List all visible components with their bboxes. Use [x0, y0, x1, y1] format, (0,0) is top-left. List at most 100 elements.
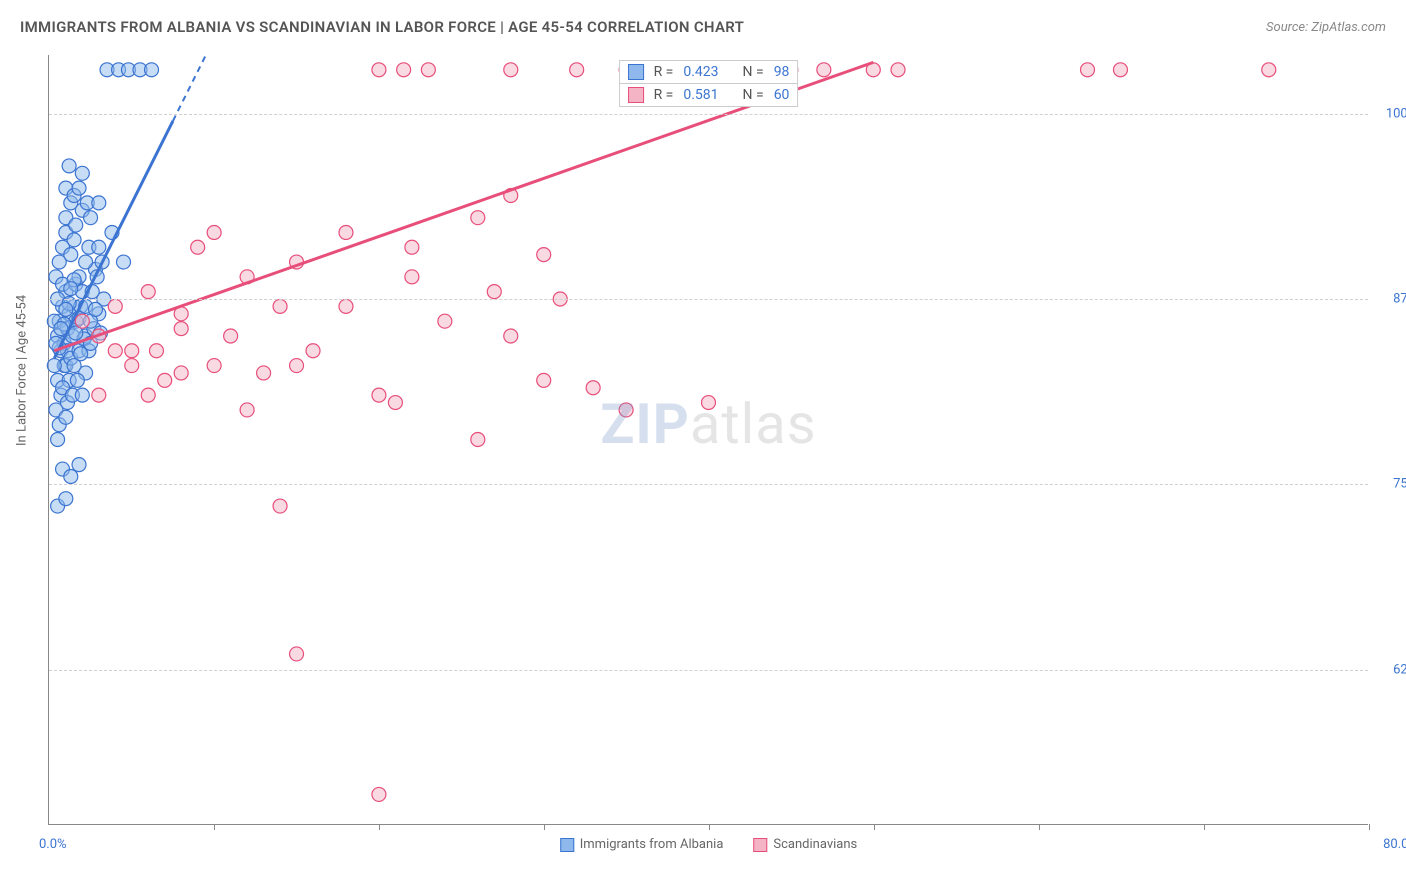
data-point: [174, 366, 188, 380]
data-point: [586, 381, 600, 395]
data-point: [59, 410, 73, 424]
data-point: [405, 270, 419, 284]
series-swatch: [628, 64, 644, 80]
x-tick: [379, 824, 380, 830]
data-point: [79, 255, 93, 269]
data-point: [372, 63, 386, 77]
stats-r-label: R =: [654, 87, 674, 103]
data-point: [158, 373, 172, 387]
data-point: [141, 285, 155, 299]
data-point: [306, 344, 320, 358]
stats-r-value: 0.581: [683, 87, 718, 103]
scatter-svg: [49, 55, 1368, 824]
data-point: [471, 211, 485, 225]
gridline-h: [49, 299, 1368, 300]
data-point: [92, 388, 106, 402]
data-point: [372, 787, 386, 801]
legend-swatch: [560, 838, 574, 852]
data-point: [75, 388, 89, 402]
x-tick: [214, 824, 215, 830]
x-max-label: 80.0%: [1383, 837, 1406, 852]
stats-n-value: 60: [774, 87, 790, 103]
x-tick: [874, 824, 875, 830]
gridline-h: [49, 670, 1368, 671]
legend-swatch: [753, 838, 767, 852]
legend-label: Immigrants from Albania: [580, 837, 724, 852]
data-point: [240, 403, 254, 417]
y-axis-title: In Labor Force | Age 45-54: [15, 295, 30, 446]
data-point: [504, 63, 518, 77]
legend-item: Immigrants from Albania: [560, 837, 724, 852]
y-tick-label: 100.0%: [1373, 107, 1406, 122]
x-tick: [1039, 824, 1040, 830]
data-point: [64, 248, 78, 262]
data-point: [89, 302, 103, 316]
y-tick-label: 62.5%: [1373, 662, 1406, 677]
data-point: [619, 403, 633, 417]
data-point: [75, 314, 89, 328]
data-point: [62, 159, 76, 173]
data-point: [388, 396, 402, 410]
data-point: [537, 373, 551, 387]
data-point: [273, 299, 287, 313]
data-point: [59, 302, 73, 316]
data-point: [224, 329, 238, 343]
data-point: [405, 240, 419, 254]
data-point: [72, 458, 86, 472]
data-point: [141, 388, 155, 402]
data-point: [64, 469, 78, 483]
x-min-label: 0.0%: [39, 837, 67, 852]
data-point: [702, 396, 716, 410]
legend-item: Scandinavians: [753, 837, 857, 852]
data-point: [487, 285, 501, 299]
plot-area: ZIPatlas R = 0.423N = 98R = 0.581N = 60 …: [48, 55, 1368, 825]
data-point: [59, 492, 73, 506]
data-point: [64, 282, 78, 296]
data-point: [70, 373, 84, 387]
data-point: [75, 166, 89, 180]
y-tick-label: 75.0%: [1373, 477, 1406, 492]
data-point: [108, 299, 122, 313]
legend-label: Scandinavians: [773, 837, 857, 852]
data-point: [207, 225, 221, 239]
data-point: [570, 63, 584, 77]
data-point: [92, 196, 106, 210]
data-point: [149, 344, 163, 358]
x-tick: [1369, 824, 1370, 830]
y-tick-label: 87.5%: [1373, 292, 1406, 307]
data-point: [125, 359, 139, 373]
data-point: [117, 255, 131, 269]
data-point: [273, 499, 287, 513]
trend-line-dashed: [173, 55, 206, 121]
data-point: [257, 366, 271, 380]
data-point: [207, 359, 221, 373]
data-point: [891, 63, 905, 77]
chart-title: IMMIGRANTS FROM ALBANIA VS SCANDINAVIAN …: [20, 18, 744, 36]
stats-n-label: N =: [743, 87, 764, 103]
title-bar: IMMIGRANTS FROM ALBANIA VS SCANDINAVIAN …: [20, 18, 1386, 36]
stats-r-value: 0.423: [683, 64, 718, 80]
data-point: [125, 344, 139, 358]
x-tick: [544, 824, 545, 830]
data-point: [1081, 63, 1095, 77]
data-point: [290, 359, 304, 373]
data-point: [817, 63, 831, 77]
data-point: [72, 181, 86, 195]
stats-row: R = 0.581 N = 60: [619, 83, 799, 107]
stats-r-label: R =: [654, 64, 674, 80]
data-point: [1113, 63, 1127, 77]
legend-bottom: Immigrants from Albania Scandinavians: [560, 837, 858, 852]
data-point: [290, 647, 304, 661]
stats-row: R = 0.423 N = 98: [619, 60, 799, 84]
stats-n-label: N =: [743, 64, 764, 80]
data-point: [51, 433, 65, 447]
source-label: Source: ZipAtlas.com: [1266, 20, 1386, 35]
data-point: [191, 240, 205, 254]
data-point: [69, 218, 83, 232]
gridline-h: [49, 484, 1368, 485]
stats-n-value: 98: [774, 64, 790, 80]
x-tick: [1204, 824, 1205, 830]
data-point: [339, 299, 353, 313]
data-point: [108, 344, 122, 358]
data-point: [174, 322, 188, 336]
